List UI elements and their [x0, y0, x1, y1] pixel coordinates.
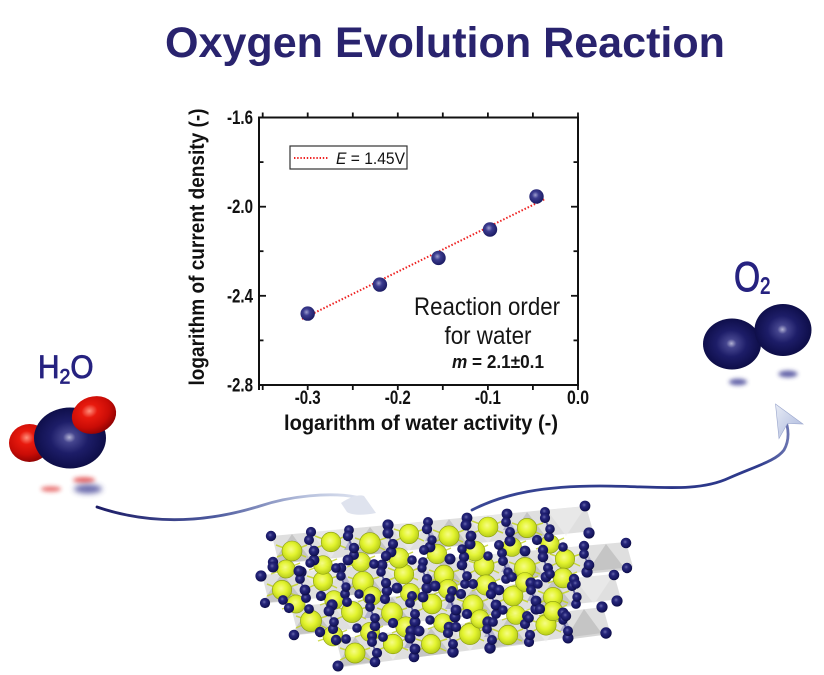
- svg-text:Oxygen Evolution Reaction: Oxygen Evolution Reaction: [165, 19, 725, 67]
- svg-text:m = 2.1±0.1: m = 2.1±0.1: [452, 351, 544, 372]
- svg-text:-2.0: -2.0: [227, 197, 253, 218]
- svg-text:E = 1.45V: E = 1.45V: [336, 149, 406, 168]
- svg-text:logarithm of current density: logarithm of current density (-): [186, 109, 209, 386]
- svg-text:0.0: 0.0: [567, 388, 589, 409]
- svg-text:for water: for water: [445, 322, 532, 350]
- svg-text:-1.6: -1.6: [227, 108, 253, 129]
- svg-text:-0.3: -0.3: [295, 388, 321, 409]
- svg-text:-0.1: -0.1: [475, 388, 501, 409]
- svg-text:-2.8: -2.8: [227, 376, 253, 397]
- svg-text:Reaction order: Reaction order: [414, 293, 560, 321]
- svg-text:-0.2: -0.2: [385, 388, 411, 409]
- svg-text:logarithm of water activity (-: logarithm of water activity (-): [284, 412, 558, 435]
- svg-text:-2.4: -2.4: [227, 286, 253, 307]
